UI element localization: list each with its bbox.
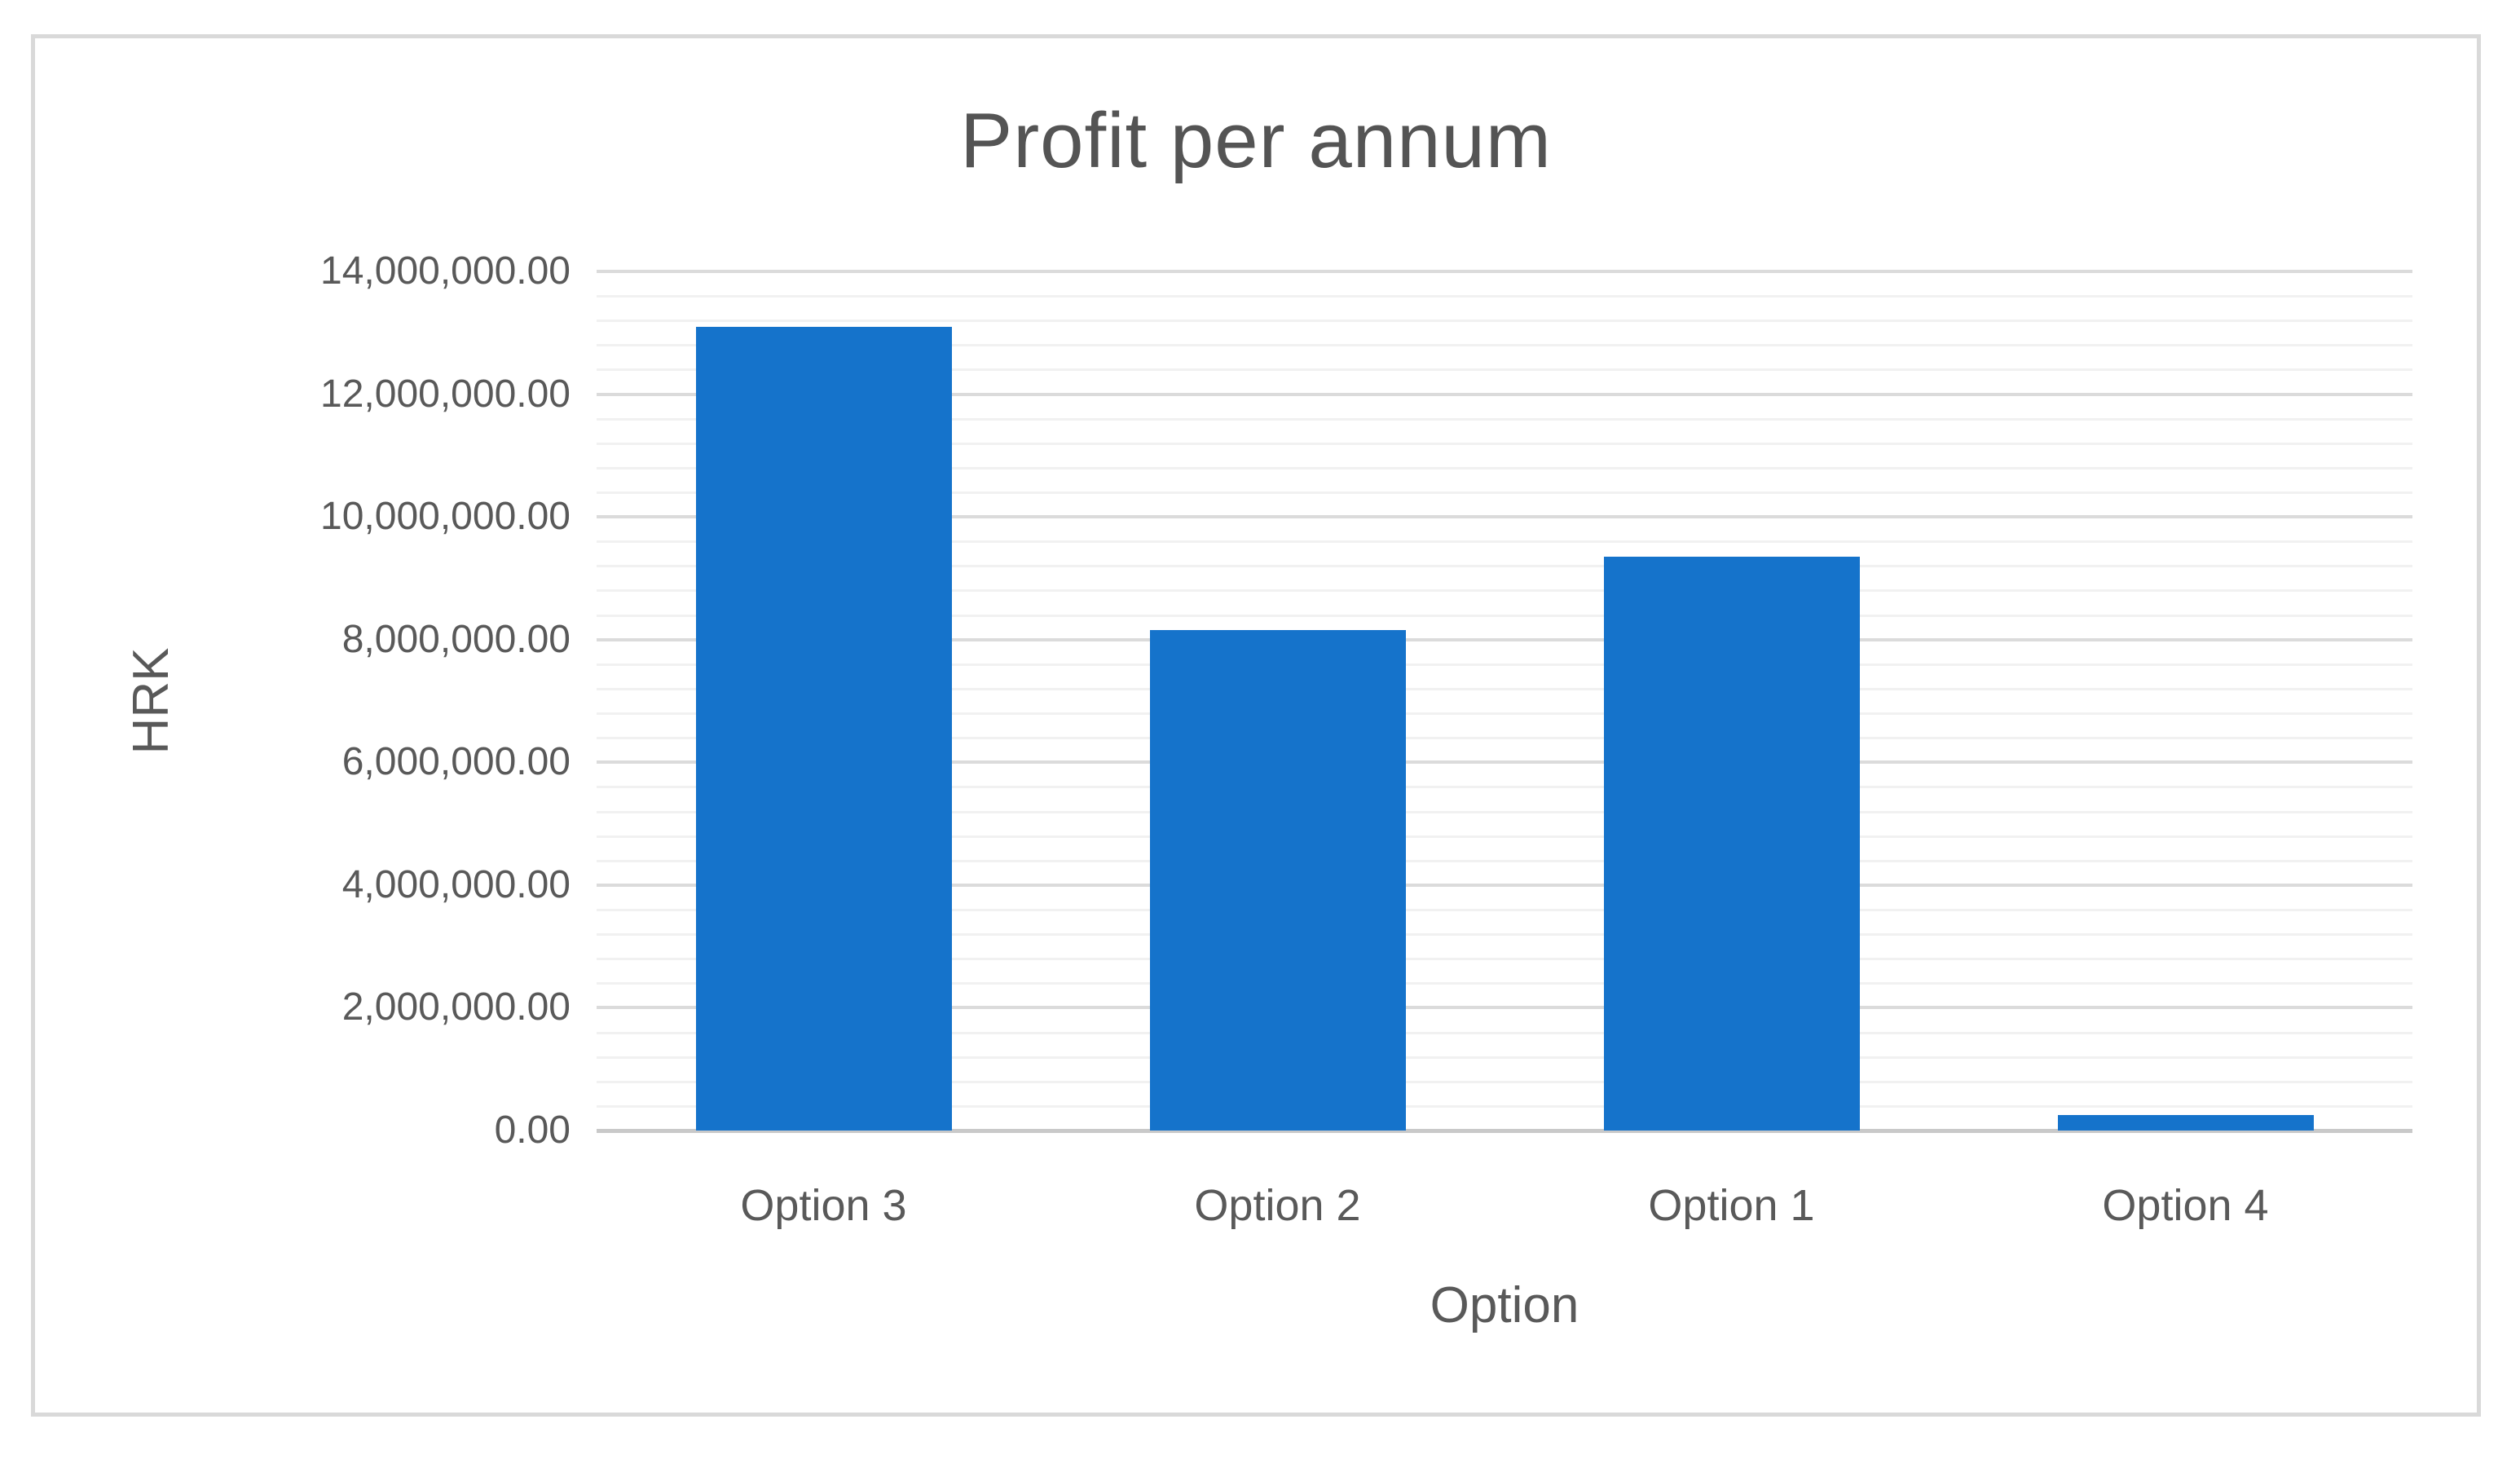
x-axis-title: Option xyxy=(1430,1277,1579,1333)
gridline-minor xyxy=(597,1080,2412,1083)
gridline-minor xyxy=(597,1031,2412,1034)
y-axis-title: HRK xyxy=(123,647,179,755)
gridline-minor xyxy=(597,417,2412,421)
gridline-minor xyxy=(597,810,2412,813)
x-category-label: Option 2 xyxy=(1194,1181,1361,1230)
gridline-major xyxy=(597,1006,2412,1010)
gridline-minor xyxy=(597,320,2412,323)
y-tick-label: 0.00 xyxy=(494,1109,571,1152)
x-category-label: Option 3 xyxy=(740,1181,907,1230)
bar-option-4 xyxy=(2057,1115,2314,1131)
gridline-minor xyxy=(597,614,2412,617)
gridline-minor xyxy=(597,368,2412,372)
y-tick-label: 6,000,000.00 xyxy=(341,740,571,784)
gridline-minor xyxy=(597,295,2412,298)
y-tick-label: 14,000,000.00 xyxy=(320,249,571,293)
gridline-minor xyxy=(597,1104,2412,1108)
gridline-minor xyxy=(597,835,2412,838)
gridline-major xyxy=(597,515,2412,519)
y-tick-label: 2,000,000.00 xyxy=(341,985,571,1029)
gridline-minor xyxy=(597,540,2412,544)
x-axis-line xyxy=(597,1129,2412,1133)
gridline-minor xyxy=(597,712,2412,716)
gridline-minor xyxy=(597,466,2412,469)
gridline-minor xyxy=(597,786,2412,789)
gridline-minor xyxy=(597,908,2412,911)
gridline-major xyxy=(597,270,2412,273)
gridline-minor xyxy=(597,491,2412,495)
gridline-minor xyxy=(597,442,2412,445)
gridline-major xyxy=(597,883,2412,887)
gridline-minor xyxy=(597,737,2412,740)
gridline-minor xyxy=(597,859,2412,862)
gridline-minor xyxy=(597,982,2412,985)
gridline-minor xyxy=(597,344,2412,347)
chart-title: Profit per annum xyxy=(960,97,1552,184)
gridline-minor xyxy=(597,589,2412,593)
gridline-minor xyxy=(597,958,2412,961)
gridline-major xyxy=(597,392,2412,396)
gridline-minor xyxy=(597,1056,2412,1059)
x-category-label: Option 4 xyxy=(2102,1181,2269,1230)
plot-area xyxy=(597,270,2412,1133)
y-tick-label: 10,000,000.00 xyxy=(320,495,571,539)
y-tick-label: 4,000,000.00 xyxy=(341,862,571,906)
x-category-label: Option 1 xyxy=(1648,1181,1815,1230)
bar-option-1 xyxy=(1603,557,1860,1131)
gridline-minor xyxy=(597,663,2412,666)
bar-option-3 xyxy=(695,326,952,1131)
gridline-minor xyxy=(597,565,2412,568)
bar-option-2 xyxy=(1149,630,1406,1131)
y-tick-label: 8,000,000.00 xyxy=(341,617,571,661)
gridline-major xyxy=(597,637,2412,641)
gridline-minor xyxy=(597,687,2412,690)
y-tick-label: 12,000,000.00 xyxy=(320,372,571,416)
gridline-minor xyxy=(597,933,2412,937)
gridline-major xyxy=(597,760,2412,765)
